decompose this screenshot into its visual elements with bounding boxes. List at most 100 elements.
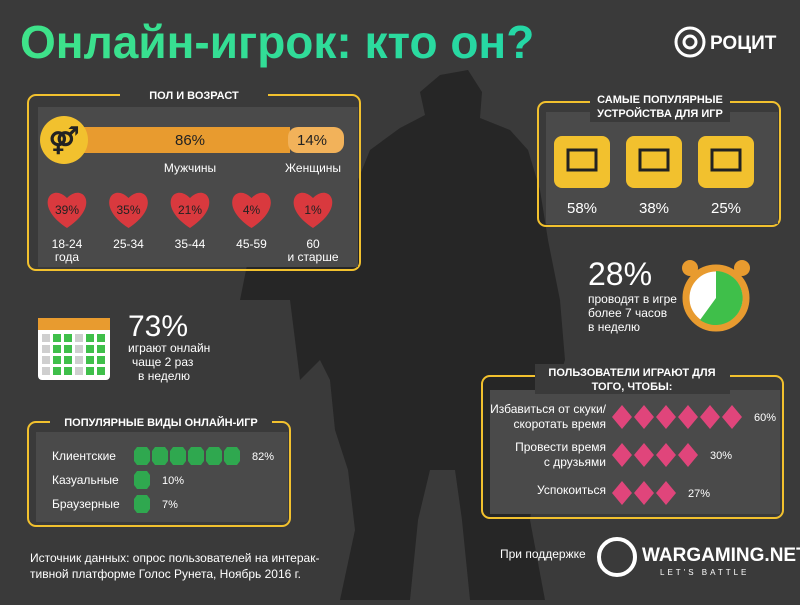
device-value: 38% bbox=[639, 200, 669, 217]
panel-title-bg bbox=[120, 86, 268, 104]
gem bbox=[134, 447, 150, 465]
source: тивной платформе Голос Рунета, Ноябрь 20… bbox=[30, 567, 301, 581]
panel-title-bg bbox=[50, 414, 272, 432]
calendar-cell bbox=[75, 334, 83, 342]
device-glyph bbox=[566, 148, 598, 172]
time-text: проводят в игре bbox=[588, 292, 677, 306]
male-label: Мужчины bbox=[164, 161, 216, 175]
calendar-cell bbox=[53, 345, 61, 353]
game-label: Казуальные bbox=[52, 473, 119, 487]
device-value: 25% bbox=[711, 200, 741, 217]
reason-value: 27% bbox=[688, 488, 710, 500]
male-value: 86% bbox=[175, 132, 205, 149]
calendar-cell bbox=[53, 334, 61, 342]
device-glyph bbox=[638, 148, 670, 172]
sponsor-brand: WARGAMING.NET bbox=[642, 545, 800, 566]
logo: РОЦИТ bbox=[710, 33, 777, 54]
age-label: 60 bbox=[306, 237, 320, 251]
female-label: Женщины bbox=[285, 161, 341, 175]
age-value: 21% bbox=[178, 203, 202, 217]
device-icon bbox=[626, 136, 682, 188]
calendar-cell bbox=[42, 367, 50, 375]
calendar-cell bbox=[64, 345, 72, 353]
reason-label: с друзьями bbox=[544, 455, 606, 469]
reason-label: Успокоиться bbox=[537, 483, 606, 497]
panel-title: ТОГО, ЧТОБЫ: bbox=[592, 381, 673, 393]
panel-title: ПОПУЛЯРНЫЕ ВИДЫ ОНЛАЙН-ИГР bbox=[64, 416, 258, 429]
reason-label: Провести время bbox=[515, 440, 606, 454]
calendar-cell bbox=[97, 334, 105, 342]
reason-value: 30% bbox=[710, 450, 732, 462]
frequency-text: играют онлайн bbox=[128, 341, 210, 355]
clock-bell bbox=[734, 260, 750, 276]
calendar-cell bbox=[64, 356, 72, 364]
female-bar bbox=[288, 127, 344, 153]
sponsor-logo bbox=[597, 537, 637, 577]
time-text: в неделю bbox=[588, 320, 640, 334]
frequency-text: чаще 2 раз bbox=[132, 355, 194, 369]
panel-title: ПОЛЬЗОВАТЕЛИ ИГРАЮТ ДЛЯ bbox=[548, 367, 715, 379]
gender-icon bbox=[40, 116, 88, 164]
female-value: 14% bbox=[297, 132, 327, 149]
calendar-cell bbox=[53, 356, 61, 364]
calendar-cell bbox=[53, 367, 61, 375]
reason-label: скоротать время bbox=[514, 417, 606, 431]
age-label: 18-24 bbox=[52, 237, 83, 251]
device-glyph bbox=[710, 148, 742, 172]
calendar-cell bbox=[97, 356, 105, 364]
time-value: 28% bbox=[588, 256, 652, 292]
calendar-cell bbox=[86, 367, 94, 375]
logo-icon bbox=[682, 34, 698, 50]
calendar-cell bbox=[97, 345, 105, 353]
sponsor-slogan: LET'S BATTLE bbox=[660, 568, 749, 577]
calendar-cell bbox=[42, 345, 50, 353]
gem bbox=[170, 447, 186, 465]
game-label: Браузерные bbox=[52, 497, 120, 511]
age-label: 35-44 bbox=[175, 237, 206, 251]
frequency-text: в неделю bbox=[138, 369, 190, 383]
frequency-value: 73% bbox=[128, 310, 188, 343]
calendar-cell bbox=[75, 345, 83, 353]
calendar-cell bbox=[64, 367, 72, 375]
panel-title-bg bbox=[590, 90, 730, 122]
gem bbox=[152, 447, 168, 465]
calendar-cell bbox=[42, 356, 50, 364]
source: Источник данных: опрос пользователей на … bbox=[30, 551, 319, 565]
gender-icon-glyph: ⚤ bbox=[49, 125, 80, 155]
logo-icon bbox=[674, 26, 706, 58]
game-value: 10% bbox=[162, 475, 184, 487]
sponsor-text: При поддержке bbox=[500, 547, 586, 561]
age-label: года bbox=[55, 250, 80, 264]
age-value: 35% bbox=[116, 203, 140, 217]
gem bbox=[188, 447, 204, 465]
calendar-cell bbox=[86, 334, 94, 342]
device-icon bbox=[698, 136, 754, 188]
silhouette bbox=[240, 70, 565, 600]
game-label: Клиентские bbox=[52, 449, 116, 463]
calendar-cell bbox=[75, 367, 83, 375]
gem bbox=[134, 495, 150, 513]
age-value: 4% bbox=[243, 203, 261, 217]
calendar-cell bbox=[86, 356, 94, 364]
calendar-cell bbox=[42, 334, 50, 342]
age-label: 25-34 bbox=[113, 237, 144, 251]
male-bar bbox=[70, 127, 290, 153]
calendar-top bbox=[38, 318, 110, 330]
clock-fill bbox=[700, 271, 743, 325]
gem bbox=[224, 447, 240, 465]
calendar-cell bbox=[64, 334, 72, 342]
age-label: и старше bbox=[287, 250, 338, 264]
age-value: 39% bbox=[55, 203, 79, 217]
panel-title: САМЫЕ ПОПУЛЯРНЫЕ bbox=[597, 94, 723, 106]
title: Онлайн-игрок: кто он? bbox=[20, 16, 534, 68]
age-value: 1% bbox=[304, 203, 322, 217]
calendar-cell bbox=[86, 345, 94, 353]
calendar bbox=[38, 318, 110, 380]
age-label: 45-59 bbox=[236, 237, 267, 251]
time-text: более 7 часов bbox=[588, 306, 667, 320]
game-value: 7% bbox=[162, 499, 178, 511]
panel-title: ПОЛ И ВОЗРАСТ bbox=[149, 90, 239, 102]
game-value: 82% bbox=[252, 451, 274, 463]
calendar-cell bbox=[97, 367, 105, 375]
clock-bell bbox=[682, 260, 698, 276]
